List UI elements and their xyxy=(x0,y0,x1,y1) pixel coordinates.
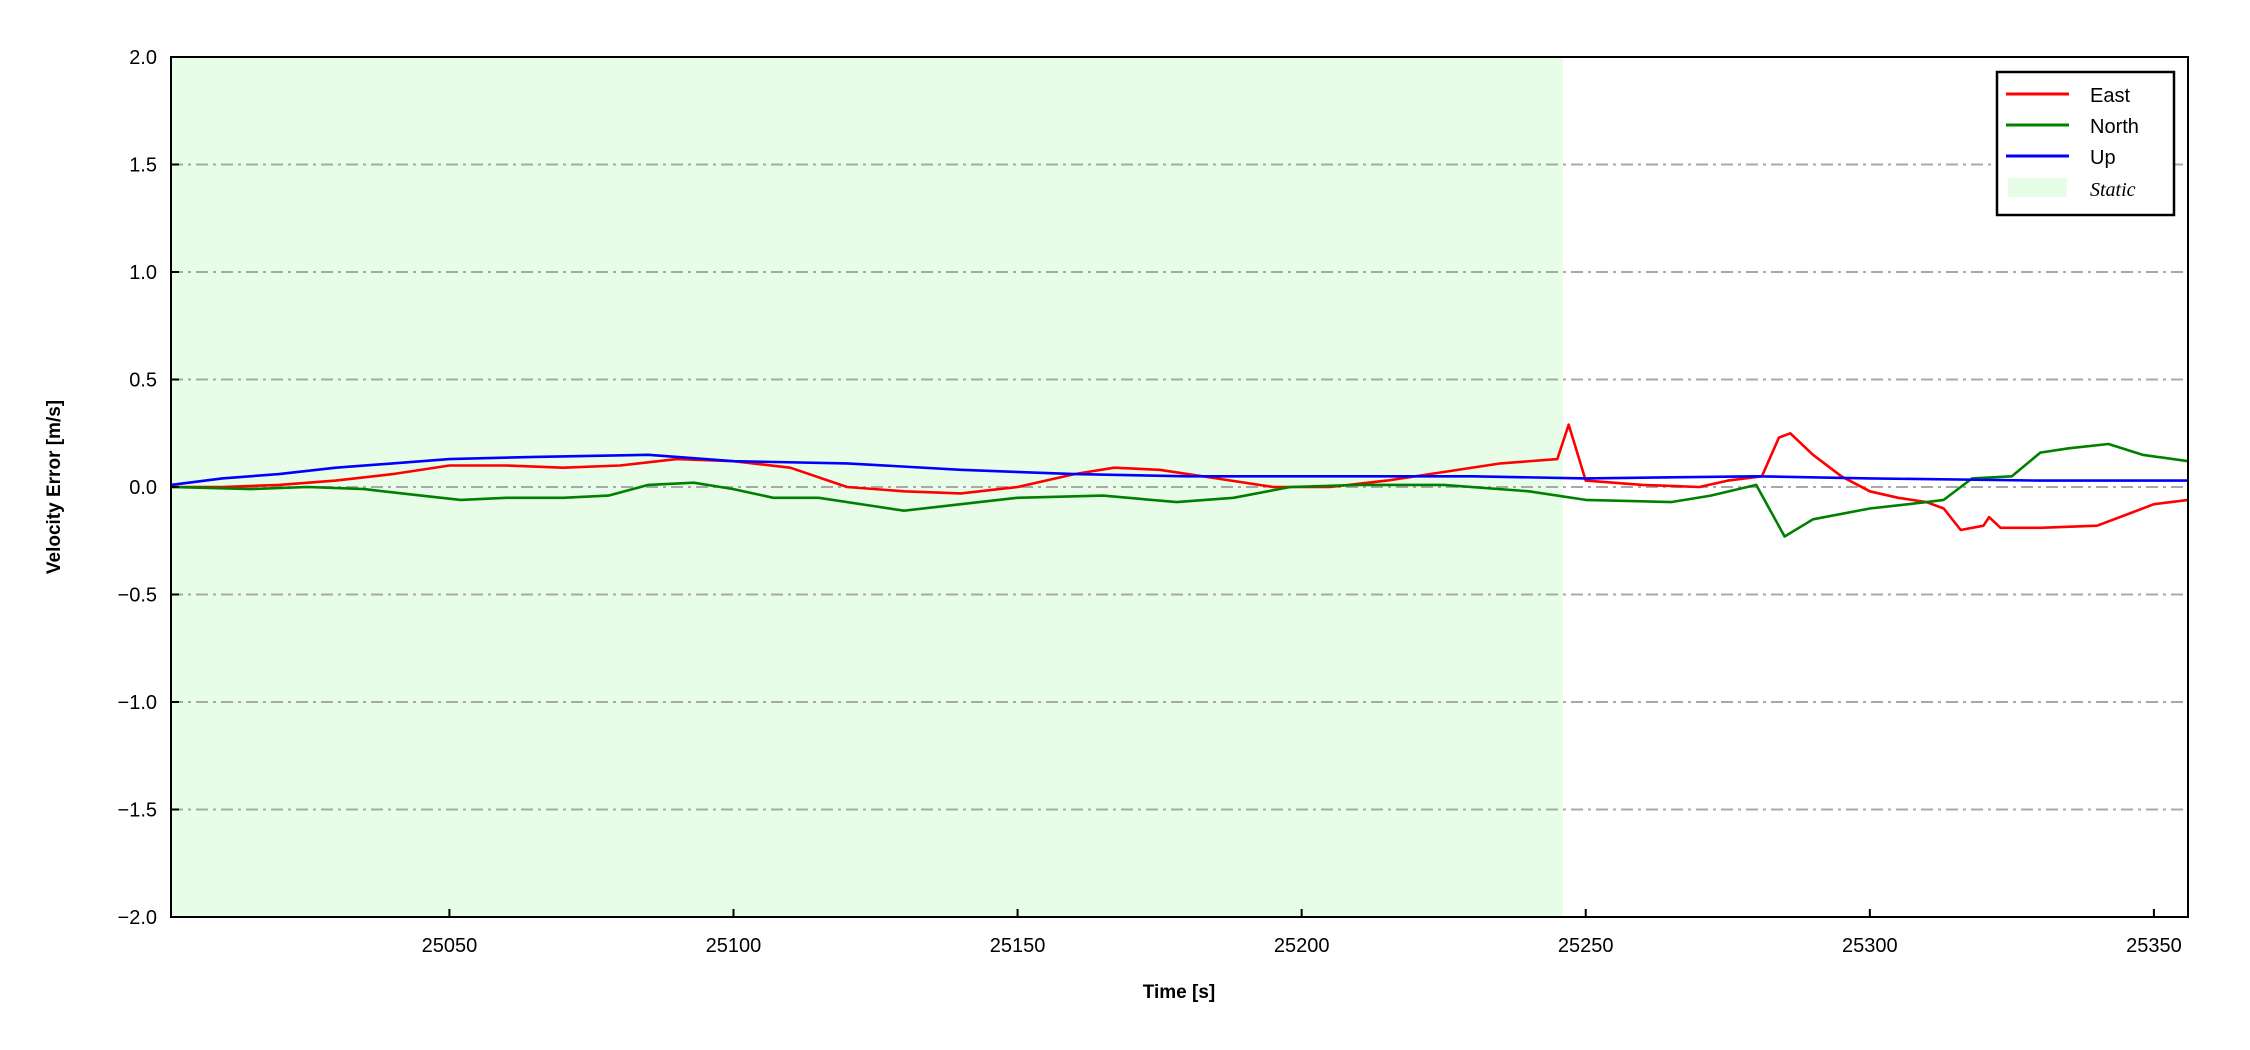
x-tick-label: 25200 xyxy=(1274,935,1330,957)
x-tick-label: 25300 xyxy=(1842,935,1898,957)
y-tick-label: −1.0 xyxy=(118,692,157,714)
x-tick-label: 25050 xyxy=(422,935,478,957)
legend-label-up: Up xyxy=(2090,147,2116,169)
grid-layer xyxy=(171,163,2188,811)
ticks-layer: −2.0 −1.5 −1.0 −0.5 0.0 0.5 1.0 1.5 2.0 25050 2510… xyxy=(118,47,2182,957)
y-tick-label: 0.5 xyxy=(129,370,157,392)
y-tick-label: 0.0 xyxy=(129,477,157,499)
y-tick-label: −0.5 xyxy=(118,585,157,607)
x-tick-label: 25150 xyxy=(990,935,1046,957)
y-tick-label: −1.5 xyxy=(118,800,157,822)
legend-swatch-static xyxy=(2008,178,2067,197)
x-tick-label: 25100 xyxy=(706,935,762,957)
series-layer xyxy=(170,423,2189,538)
series-line-north xyxy=(170,442,2189,538)
y-tick-label: 1.0 xyxy=(129,262,157,284)
y-tick-label: −2.0 xyxy=(118,907,157,929)
y-tick-label: 1.5 xyxy=(129,155,157,177)
x-tick-label: 25250 xyxy=(1558,935,1614,957)
legend-label-north: North xyxy=(2090,116,2139,138)
y-tick-label: 2.0 xyxy=(129,47,157,69)
series-line-up xyxy=(170,453,2188,487)
legend-label-east: East xyxy=(2090,85,2130,107)
legend-box xyxy=(1995,70,2176,217)
legend: East North Up Static xyxy=(1995,70,2176,217)
x-axis-label: Time [s] xyxy=(1143,982,1216,1003)
y-axis-label: Velocity Error [m/s] xyxy=(44,400,65,574)
series-line-east xyxy=(171,423,2189,532)
x-tick-label: 25350 xyxy=(2126,935,2182,957)
legend-label-static: Static xyxy=(2090,179,2136,201)
